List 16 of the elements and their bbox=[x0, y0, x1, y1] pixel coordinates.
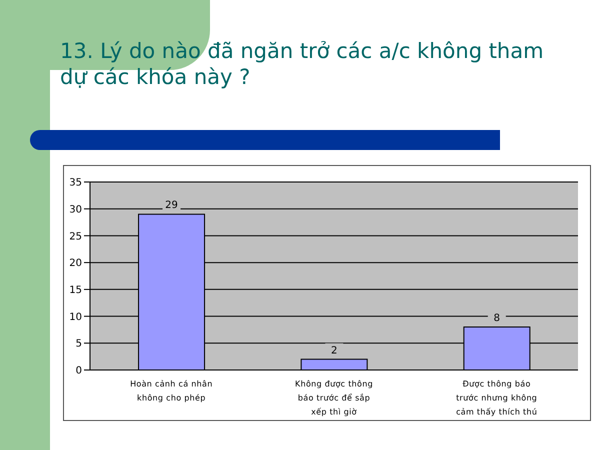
y-tick-label: 35 bbox=[69, 178, 82, 189]
y-tick-label: 5 bbox=[76, 338, 82, 350]
y-tick-label: 10 bbox=[69, 312, 82, 323]
data-label: 29 bbox=[165, 200, 178, 212]
x-tick-label: Không được thông báo trước để sắp xếp thì giờ bbox=[295, 380, 373, 417]
x-tick-label: Hoàn cảnh cá nhân không cho phép bbox=[130, 380, 213, 403]
data-label: 8 bbox=[494, 313, 500, 324]
chart-title: 13. Lý do nào đã ngăn trở các a/c không tham dự các khóa này ? bbox=[60, 38, 545, 90]
x-tick-label: Được thông báo trước nhưng không cảm thấy thích thú bbox=[456, 380, 538, 417]
bar bbox=[300, 358, 368, 370]
data-label: 2 bbox=[331, 345, 338, 356]
y-tick-label: 0 bbox=[76, 366, 82, 377]
y-tick-label: 30 bbox=[69, 204, 82, 216]
y-tick-label: 15 bbox=[69, 284, 82, 296]
y-tick-label: 20 bbox=[69, 258, 82, 270]
y-tick-label: 25 bbox=[69, 231, 82, 242]
